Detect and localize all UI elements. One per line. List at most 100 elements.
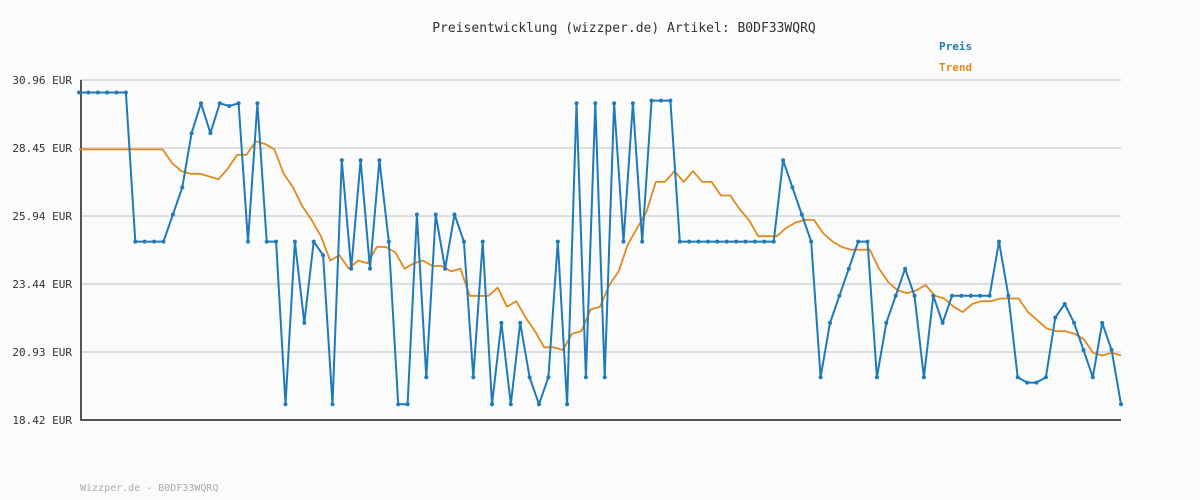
data-point-preis — [687, 239, 692, 244]
data-point-preis — [264, 239, 269, 244]
data-point-preis — [527, 375, 532, 380]
data-point-preis — [368, 266, 372, 271]
data-point-preis — [123, 90, 128, 95]
data-point-preis — [1043, 375, 1048, 380]
data-point-preis — [283, 402, 288, 407]
data-point-preis — [180, 185, 185, 190]
data-point-preis — [461, 239, 466, 244]
data-point-preis — [856, 239, 861, 244]
data-point-preis — [874, 375, 879, 380]
data-point-preis — [903, 266, 908, 271]
data-point-preis — [630, 101, 635, 106]
data-point-preis — [931, 293, 936, 298]
data-point-preis — [950, 293, 954, 298]
data-point-preis — [771, 239, 776, 244]
data-point-preis — [715, 239, 720, 244]
data-point-preis — [1072, 320, 1077, 325]
data-point-preis — [1109, 348, 1114, 352]
data-point-preis — [978, 293, 983, 298]
y-tick-label: 28.45 EUR — [12, 142, 72, 155]
data-point-preis — [339, 158, 344, 163]
data-point-preis — [208, 131, 213, 136]
y-tick-label: 25.94 EUR — [12, 210, 72, 223]
data-point-preis — [546, 375, 551, 380]
y-axis-ticks: 30.96 EUR 28.45 EUR 25.94 EUR 23.44 EUR 20.9… — [12, 74, 72, 427]
data-point-preis — [86, 90, 91, 95]
chart-title: Preisentwicklung (wizzper.de) Artikel: B… — [432, 21, 816, 36]
data-point-preis — [471, 375, 476, 380]
data-point-preis — [884, 320, 889, 325]
data-point-preis — [640, 239, 645, 244]
data-point-preis — [292, 239, 297, 244]
y-tick-label: 18.42 EUR — [12, 414, 72, 427]
data-point-preis — [997, 239, 1001, 244]
data-point-preis — [659, 98, 663, 103]
data-point-preis — [199, 101, 203, 106]
legend-entry-trend: Trend — [939, 61, 972, 74]
legend-entry-preis: Preis — [939, 40, 972, 53]
data-point-preis — [274, 239, 279, 244]
data-point-preis — [574, 101, 579, 106]
data-point-preis — [752, 239, 757, 244]
data-point-preis — [424, 375, 429, 380]
data-point-preis — [452, 212, 457, 217]
data-point-preis — [236, 101, 241, 106]
data-point-preis — [1015, 375, 1020, 380]
data-point-preis — [865, 239, 870, 244]
data-point-preis — [809, 239, 814, 244]
data-point-preis — [358, 158, 363, 163]
data-point-preis — [170, 212, 175, 217]
data-point-preis — [217, 101, 222, 106]
data-point-preis — [790, 185, 795, 190]
data-point-preis — [621, 239, 626, 244]
data-point-preis — [1081, 348, 1086, 352]
y-tick-label: 23.44 EUR — [12, 278, 72, 291]
data-point-preis — [1062, 302, 1067, 306]
data-point-preis — [349, 266, 354, 271]
data-point-preis — [114, 90, 119, 95]
data-point-preis — [189, 131, 194, 136]
data-point-preis — [396, 402, 401, 407]
data-point-preis — [537, 402, 541, 407]
data-point-preis — [255, 101, 260, 106]
data-point-preis — [161, 239, 166, 244]
data-point-preis — [837, 293, 842, 298]
data-point-preis — [1100, 320, 1105, 325]
data-point-preis — [433, 212, 438, 217]
data-point-preis — [612, 101, 617, 106]
data-point-preis — [987, 293, 992, 298]
data-point-preis — [846, 266, 851, 271]
data-point-preis — [602, 375, 607, 380]
footer-credit: Wizzper.de - B0DF33WQRQ — [80, 483, 218, 494]
series-line-preis — [79, 91, 1122, 406]
data-point-preis — [77, 90, 81, 95]
data-point-preis — [377, 158, 382, 163]
data-point-preis — [968, 293, 973, 298]
data-point-preis — [518, 320, 523, 325]
data-point-preis — [330, 402, 335, 407]
data-point-preis — [1025, 380, 1030, 385]
data-point-preis — [508, 402, 513, 407]
data-point-preis — [762, 239, 767, 244]
y-tick-label: 30.96 EUR — [12, 74, 72, 87]
data-point-preis — [405, 402, 410, 407]
data-point-preis — [302, 320, 307, 325]
data-point-preis — [95, 90, 100, 95]
data-point-preis — [743, 239, 748, 244]
data-point-preis — [321, 253, 326, 258]
data-point-preis — [921, 375, 926, 380]
data-point-preis — [1034, 380, 1039, 385]
data-point-preis — [105, 90, 110, 95]
series-lines — [77, 90, 1123, 407]
data-point-preis — [696, 239, 701, 244]
data-point-preis — [706, 239, 710, 244]
data-point-preis — [1090, 375, 1095, 380]
data-point-preis — [724, 239, 729, 244]
data-point-preis — [828, 320, 832, 325]
data-point-preis — [940, 320, 945, 325]
data-point-preis — [490, 402, 494, 407]
data-point-preis — [593, 101, 598, 106]
data-point-preis — [912, 293, 917, 298]
data-point-preis — [583, 375, 588, 380]
